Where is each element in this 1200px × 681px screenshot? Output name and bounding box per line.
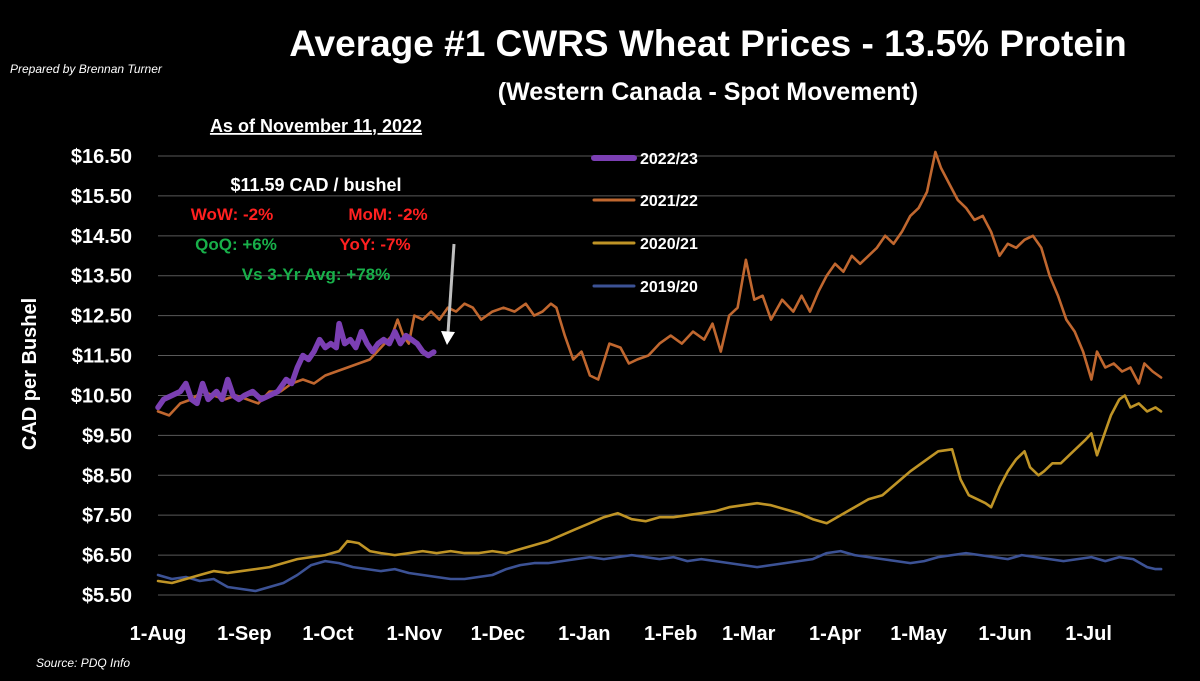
arrow-icon [441, 243, 456, 345]
x-tick-label: 1-Dec [471, 623, 525, 645]
x-tick-label: 1-Oct [302, 623, 353, 645]
legend-item-2019-20: 2019/20 [592, 279, 698, 296]
y-tick-label: $6.50 [82, 545, 132, 567]
prepared-by: Prepared by Brennan Turner [10, 62, 163, 76]
x-tick-label: 1-Jun [978, 623, 1031, 645]
legend-label: 2020/21 [640, 236, 698, 253]
yoy-stat: YoY: -7% [339, 235, 410, 254]
wow-stat: WoW: -2% [191, 205, 273, 224]
x-tick-label: 1-Aug [130, 623, 187, 645]
legend-label: 2019/20 [640, 279, 698, 296]
y-tick-label: $12.50 [71, 306, 132, 328]
mom-stat: MoM: -2% [348, 205, 427, 224]
y-axis-label: CAD per Bushel [19, 298, 41, 450]
legend-item-2020-21: 2020/21 [592, 236, 698, 253]
x-tick-label: 1-Nov [387, 623, 443, 645]
legend: 2022/23 2021/22 2020/21 2019/20 [591, 151, 698, 296]
vs-3yr-avg-stat: Vs 3-Yr Avg: +78% [242, 265, 391, 284]
y-tick-label: $11.50 [72, 346, 132, 368]
price-annotation: $11.59 CAD / bushel WoW: -2% MoM: -2% Qo… [191, 175, 428, 284]
y-tick-label: $7.50 [82, 505, 132, 527]
y-tick-label: $16.50 [71, 146, 132, 168]
x-tick-label: 1-May [890, 623, 948, 645]
y-tick-label: $14.50 [71, 226, 132, 248]
y-axis-ticks: $5.50 $6.50 $7.50 $8.50 $9.50 $10.50 $11.50 $12… [71, 146, 132, 607]
qoq-stat: QoQ: +6% [195, 235, 277, 254]
y-tick-label: $9.50 [82, 425, 132, 447]
y-tick-label: $13.50 [71, 266, 132, 288]
x-tick-label: 1-Jul [1065, 623, 1112, 645]
x-tick-label: 1-Apr [809, 623, 861, 645]
x-tick-label: 1-Feb [644, 623, 697, 645]
legend-item-2022-23: 2022/23 [591, 151, 698, 168]
legend-label: 2022/23 [640, 151, 698, 168]
x-axis-ticks: 1-Aug 1-Sep 1-Oct 1-Nov 1-Dec 1-Jan 1-Feb 1-Mar… [130, 623, 1112, 645]
y-tick-label: $5.50 [82, 585, 132, 607]
series-lines [155, 150, 1163, 593]
x-tick-label: 1-Sep [217, 623, 271, 645]
chart-title: Average #1 CWRS Wheat Prices - 13.5% Pro… [289, 23, 1127, 64]
series-line-2019-20 [156, 549, 1163, 593]
x-tick-label: 1-Jan [558, 623, 610, 645]
series-line-2020-21 [156, 394, 1163, 585]
series-line-2022-23 [155, 320, 437, 411]
gridlines [158, 155, 1175, 596]
y-tick-label: $10.50 [71, 385, 132, 407]
x-tick-label: 1-Mar [722, 623, 776, 645]
y-tick-label: $8.50 [82, 465, 132, 487]
as-of-date: As of November 11, 2022 [210, 116, 422, 136]
chart-subtitle: (Western Canada - Spot Movement) [498, 78, 918, 106]
legend-item-2021-22: 2021/22 [592, 193, 698, 210]
source-note: Source: PDQ Info [36, 656, 130, 670]
legend-label: 2021/22 [640, 193, 698, 210]
series-line-2021-22 [156, 150, 1163, 417]
y-tick-label: $15.50 [71, 186, 132, 208]
current-price: $11.59 CAD / bushel [230, 175, 401, 195]
